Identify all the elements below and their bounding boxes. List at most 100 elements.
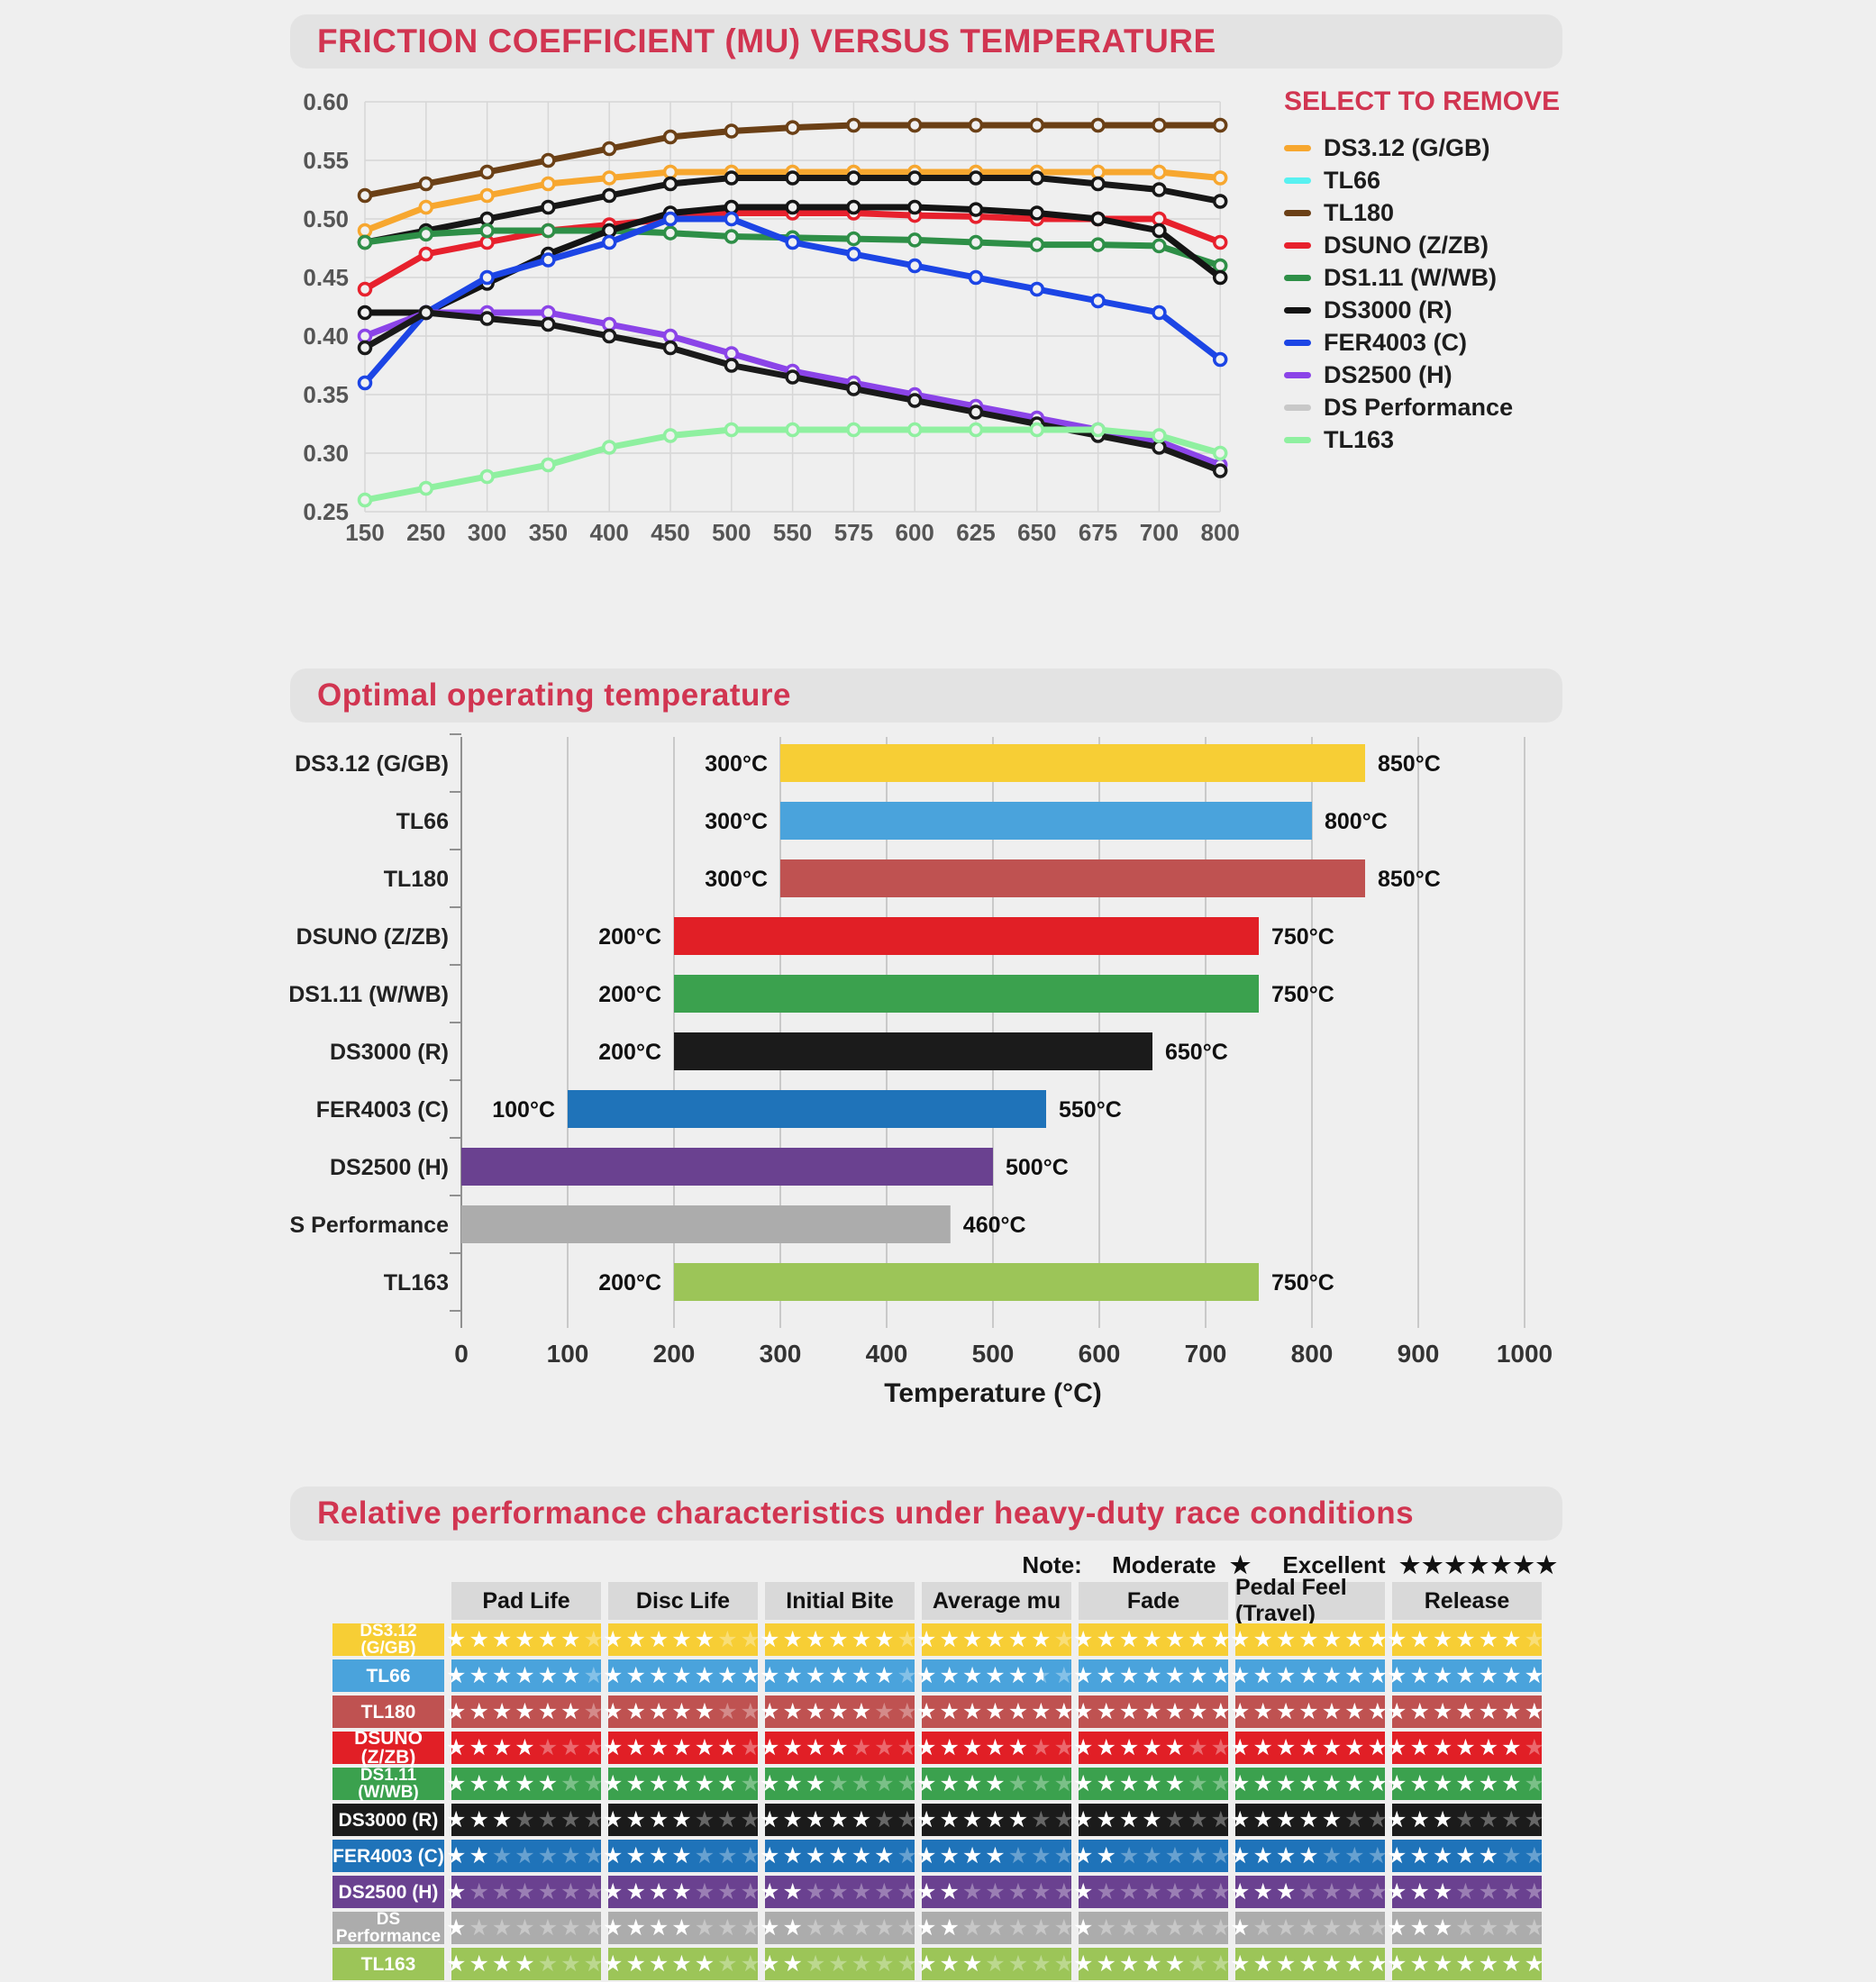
- star-icon: ★: [491, 1951, 515, 1977]
- bar-chart-xlabel: Temperature (°C): [884, 1378, 1101, 1408]
- rating-cell-fer4003-c-disc-life: ★ ★ ★ ★ ★ ★ ★: [603, 1840, 760, 1872]
- star-icon: ★: [717, 1915, 741, 1941]
- x-tick-650: 650: [1017, 519, 1056, 546]
- star-icon: ★: [1524, 1951, 1547, 1977]
- star-icon: ★: [916, 1843, 940, 1868]
- star-icon: ★: [897, 1951, 920, 1977]
- legend-item-tl163[interactable]: TL163: [1284, 423, 1662, 456]
- marker-icon: [662, 129, 678, 145]
- star-icon: ★: [1344, 1915, 1368, 1941]
- star-icon: ★: [603, 1951, 626, 1977]
- rating-cell-ds3-12-g-gb-average-mu: ★ ★ ★ ★ ★ ★ ★: [916, 1623, 1074, 1656]
- star-icon: ★: [469, 1699, 492, 1724]
- rating-cell-ds-performance-pad-life: ★ ★ ★ ★ ★ ★ ★: [446, 1912, 604, 1944]
- star-icon: ★: [491, 1663, 515, 1688]
- star-icon: ★: [1478, 1735, 1502, 1760]
- y-tick-0.35: 0.35: [303, 381, 349, 408]
- star-icon: ★: [1501, 1879, 1525, 1905]
- bar-end-label-dsuno-z-zb: 750°C: [1271, 924, 1334, 950]
- star-icon: ★: [874, 1627, 897, 1652]
- row-name-ds1-11-w-wb: DS1.11 (W/WB): [332, 1767, 444, 1801]
- marker-icon: [357, 305, 373, 321]
- star-icon: ★: [1210, 1843, 1234, 1868]
- table-row-ds3-12-g-gb: DS3.12 (G/GB) ★ ★ ★ ★ ★ ★ ★ ★ ★ ★ ★ ★ ★ ★ ★ ★ ★ ★ ★ ★ ★ ★ ★ ★ ★ ★ ★…: [332, 1623, 1544, 1657]
- star-icon: ★: [805, 1807, 829, 1832]
- header-cell-empty: [332, 1582, 444, 1620]
- star-icon: ★: [782, 1951, 806, 1977]
- star-icon: ★: [1455, 1627, 1479, 1652]
- legend-item-tl180[interactable]: TL180: [1284, 196, 1662, 229]
- star-icon: ★: [760, 1627, 783, 1652]
- marker-icon: [1212, 234, 1228, 250]
- table-row-fer4003-c: FER4003 (C) ★ ★ ★ ★ ★ ★ ★ ★ ★ ★ ★ ★ ★ ★ ★ ★ ★ ★ ★ ★ ★ ★ ★ ★ ★ ★ ★ ★ ★…: [332, 1840, 1544, 1872]
- star-icon: ★: [446, 1771, 469, 1796]
- star-icon: ★: [985, 1735, 1008, 1760]
- legend-item-ds2500-h[interactable]: DS2500 (H): [1284, 359, 1662, 391]
- star-icon: ★: [740, 1627, 763, 1652]
- star-icon: ★: [1275, 1843, 1299, 1868]
- star-icon: ★: [828, 1843, 851, 1868]
- star-icon: ★: [1073, 1951, 1097, 1977]
- y-tick-0.45: 0.45: [303, 264, 349, 291]
- star-icon: ★: [1007, 1771, 1032, 1796]
- star-icon: ★: [1387, 1951, 1410, 1977]
- star-icon: ★: [560, 1735, 584, 1760]
- star-icon: ★: [1210, 1699, 1234, 1724]
- rating-cell-ds-performance-disc-life: ★ ★ ★ ★ ★ ★ ★: [603, 1912, 760, 1944]
- marker-icon: [1029, 422, 1045, 438]
- bar-start-label-tl163: 200°C: [598, 1270, 661, 1296]
- star-icon: ★: [648, 1735, 672, 1760]
- legend-item-ds-performance[interactable]: DS Performance: [1284, 391, 1662, 423]
- legend-item-tl66[interactable]: TL66: [1284, 164, 1662, 196]
- bar-label-ds2500-h: DS2500 (H): [330, 1155, 449, 1180]
- marker-icon: [906, 199, 923, 215]
- row-name-tl66: TL66: [332, 1659, 444, 1692]
- star-icon: ★: [805, 1951, 829, 1977]
- legend-swatch-icon: [1284, 404, 1311, 411]
- star-icon: ★: [583, 1951, 606, 1977]
- star-icon: ★: [583, 1663, 606, 1688]
- marker-icon: [662, 428, 678, 443]
- legend-item-fer4003-c[interactable]: FER4003 (C): [1284, 326, 1662, 359]
- star-icon: ★: [1321, 1663, 1345, 1688]
- star-icon: ★: [740, 1699, 763, 1724]
- excellent-stars-icon: ★★★★★★★: [1398, 1551, 1559, 1578]
- star-icon: ★: [1478, 1807, 1502, 1832]
- star-icon: ★: [1007, 1843, 1032, 1868]
- star-icon: ★: [671, 1627, 695, 1652]
- star-icon: ★: [1478, 1951, 1502, 1977]
- legend-item-ds3-12-g-gb[interactable]: DS3.12 (G/GB): [1284, 132, 1662, 164]
- legend-swatch-icon: [1284, 177, 1311, 184]
- x-tick-300: 300: [468, 519, 506, 546]
- star-icon: ★: [985, 1915, 1008, 1941]
- star-icon: ★: [1298, 1951, 1322, 1977]
- star-icon: ★: [1053, 1843, 1077, 1868]
- star-icon: ★: [469, 1627, 492, 1652]
- star-icon: ★: [828, 1807, 851, 1832]
- legend-item-dsuno-z-zb[interactable]: DSUNO (Z/ZB): [1284, 229, 1662, 261]
- star-icon: ★: [851, 1915, 875, 1941]
- performance-table: Pad Life Disc Life Initial Bite Average mu F…: [332, 1575, 1544, 1980]
- star-icon: ★: [1031, 1771, 1054, 1796]
- rating-cell-ds-performance-average-mu: ★ ★ ★ ★ ★ ★ ★: [916, 1912, 1074, 1944]
- star-icon: ★: [1164, 1699, 1188, 1724]
- star-icon: ★: [648, 1843, 672, 1868]
- bar-dsuno-z-zb: [674, 917, 1259, 955]
- legend-item-ds3000-r[interactable]: DS3000 (R): [1284, 294, 1662, 326]
- marker-icon: [724, 199, 740, 215]
- marker-icon: [1152, 164, 1167, 180]
- marker-icon: [1212, 194, 1228, 209]
- legend-item-label: TL180: [1324, 198, 1395, 226]
- star-icon: ★: [897, 1663, 920, 1688]
- friction-chart-title: FRICTION COEFFICIENT (MU) VERSUS TEMPERA…: [317, 23, 1216, 59]
- star-icon: ★: [603, 1699, 626, 1724]
- star-icon: ★: [1096, 1879, 1119, 1905]
- star-icon: ★: [671, 1915, 695, 1941]
- star-icon: ★: [717, 1807, 741, 1832]
- star-icon: ★: [469, 1771, 492, 1796]
- star-icon: ★: [1230, 1735, 1253, 1760]
- legend-item-ds1-11-w-wb[interactable]: DS1.11 (W/WB): [1284, 261, 1662, 294]
- rating-cell-tl163-disc-life: ★ ★ ★ ★ ★ ★ ★: [603, 1948, 760, 1980]
- rating-cell-fer4003-c-initial-bite: ★ ★ ★ ★ ★ ★ ★: [760, 1840, 917, 1872]
- rating-cell-ds3-12-g-gb-disc-life: ★ ★ ★ ★ ★ ★ ★: [603, 1623, 760, 1656]
